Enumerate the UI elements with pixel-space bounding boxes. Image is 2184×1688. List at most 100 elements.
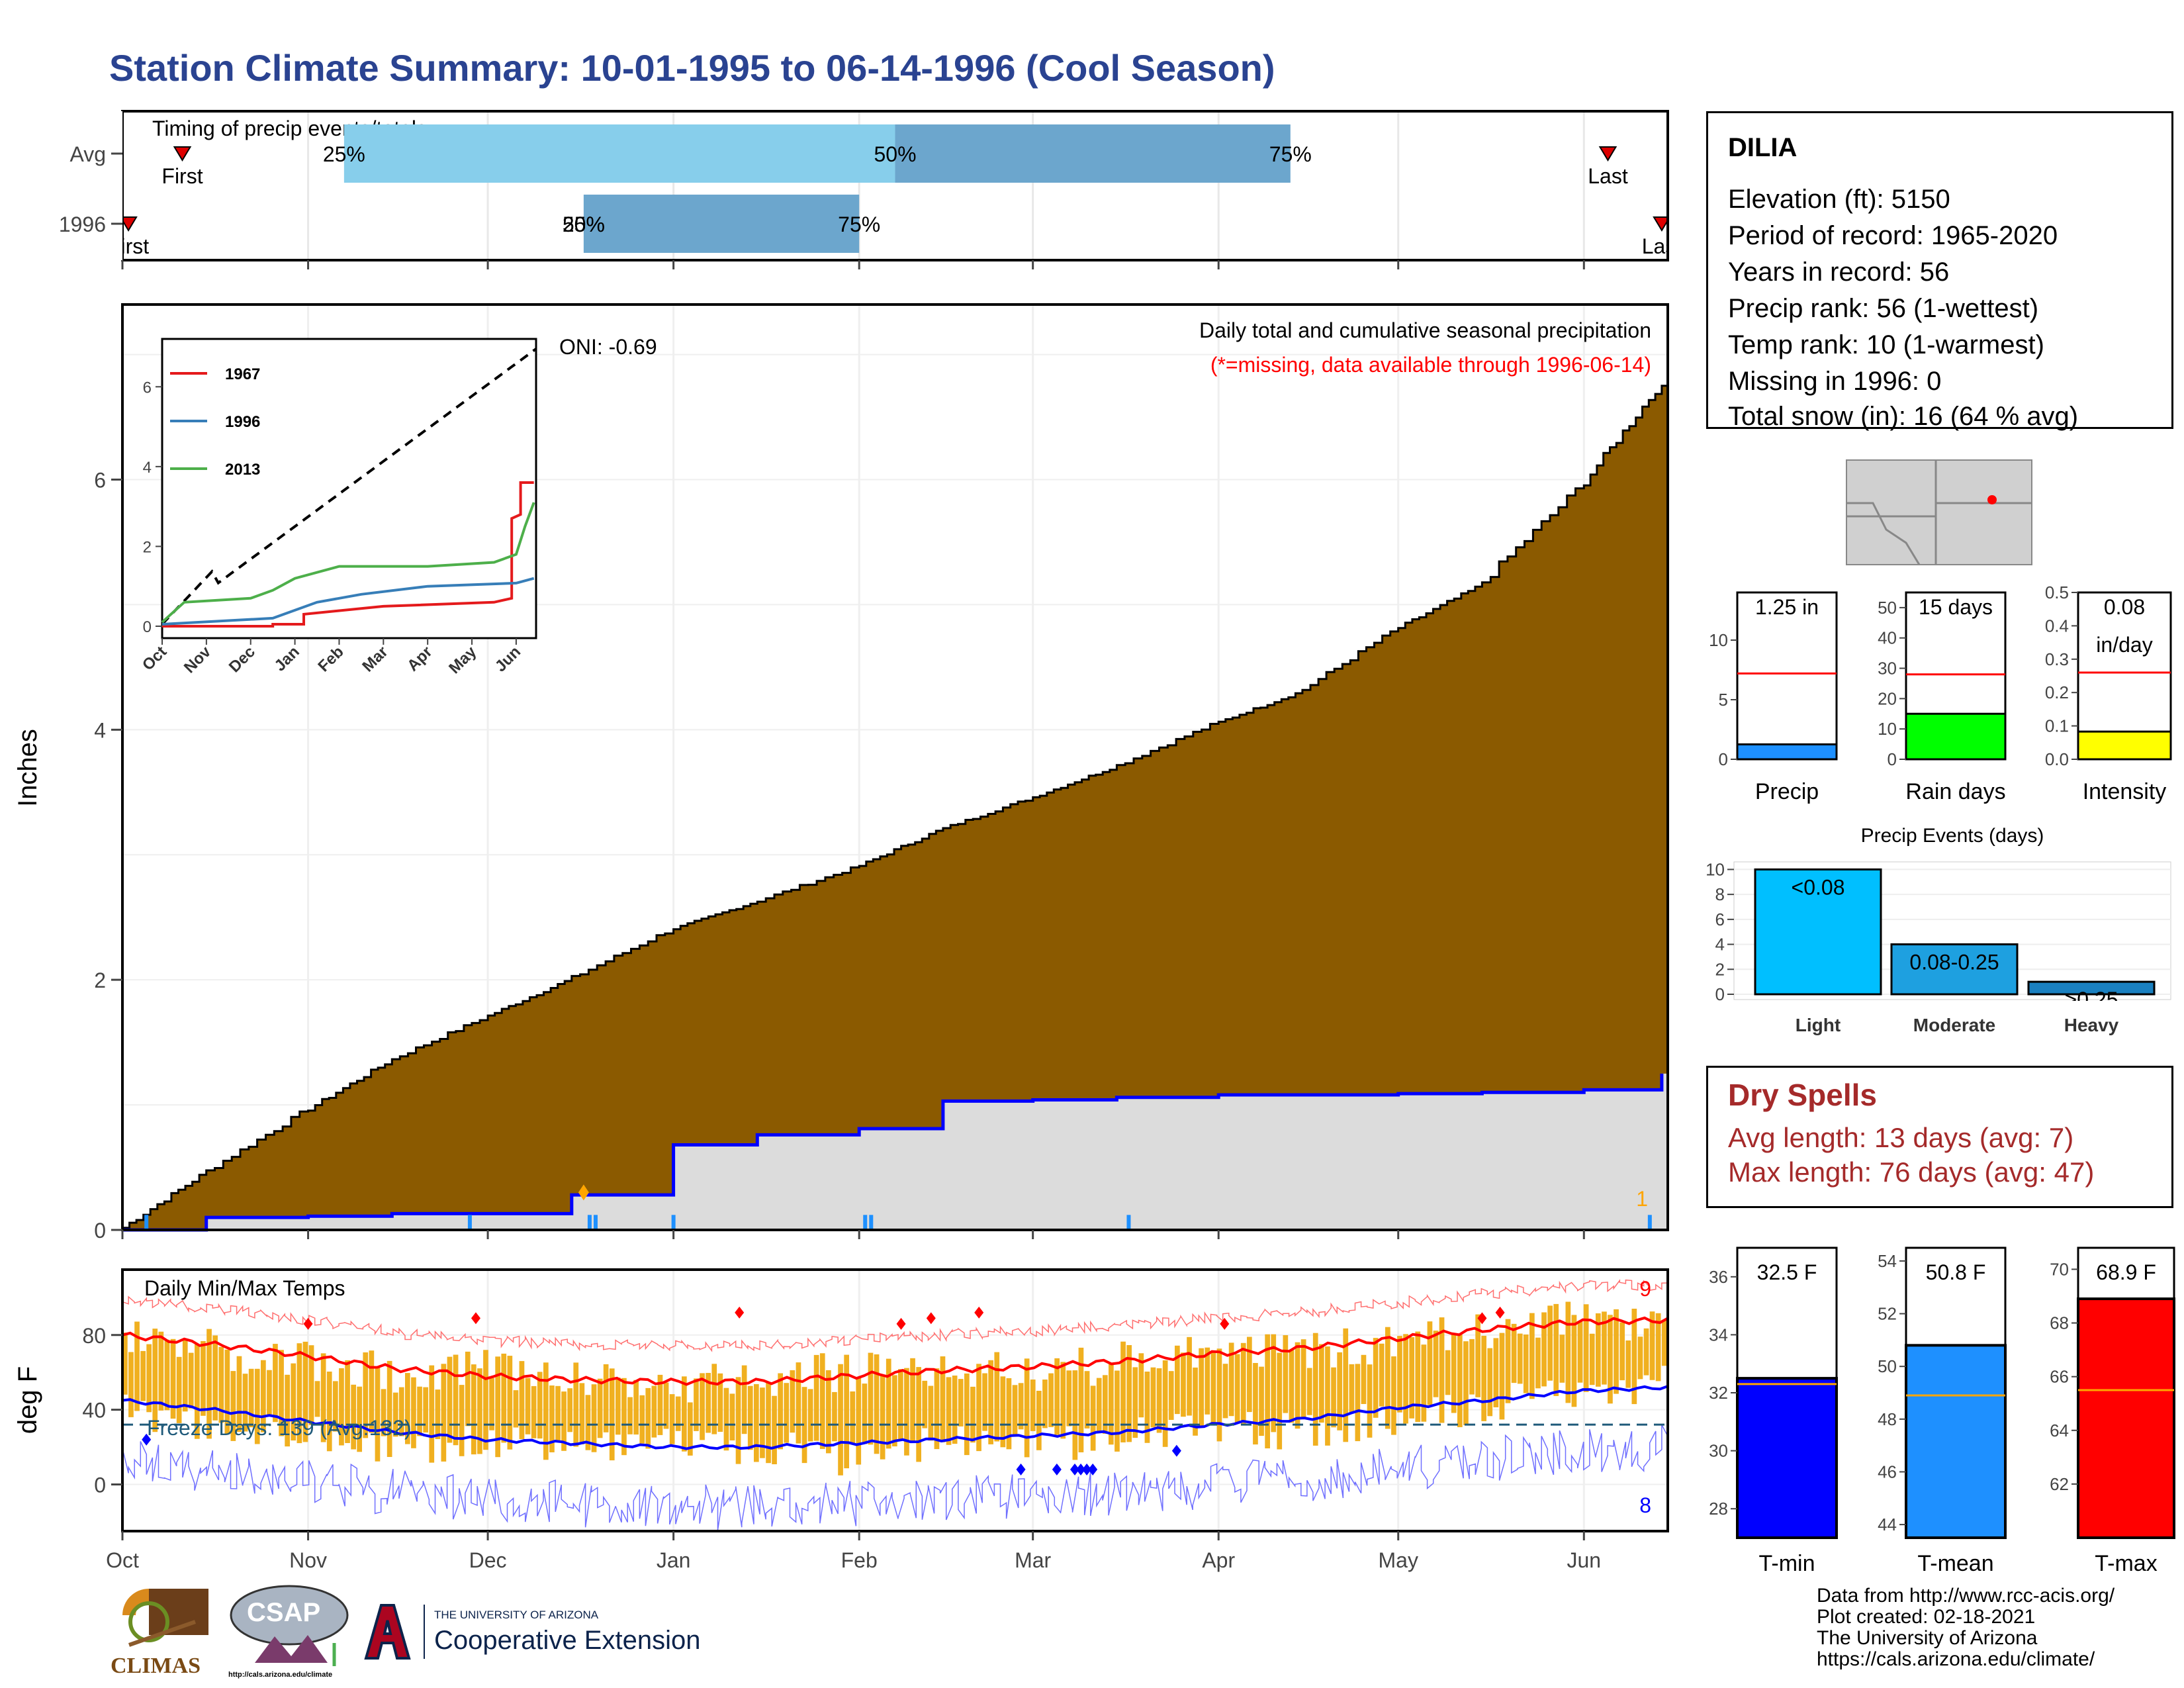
daily-temp-bar (1361, 1354, 1367, 1404)
last-event-label: Last (1588, 164, 1628, 188)
daily-temp-bar (279, 1350, 284, 1436)
daily-temp-bar (663, 1382, 669, 1429)
mini-bar-y-tick-label: 0 (1719, 749, 1728, 769)
daily-temp-bar (1048, 1373, 1054, 1427)
daily-temp-bar (1583, 1304, 1589, 1392)
daily-temp-bar (874, 1354, 880, 1454)
month-axis-label: Apr (1202, 1548, 1235, 1572)
daily-precip-bar (467, 1215, 472, 1230)
daily-temp-bar (1132, 1367, 1138, 1438)
daily-temp-bar (1421, 1344, 1427, 1422)
daily-temp-bar (273, 1344, 278, 1423)
daily-temp-bar (868, 1352, 874, 1445)
daily-temp-bar (688, 1402, 693, 1456)
temp-y-tick-label: 0 (94, 1473, 106, 1497)
csap-url: http://cals.arizona.edu/climate (228, 1671, 333, 1679)
daily-temp-bar (651, 1385, 657, 1438)
record-low-line (122, 1425, 1668, 1530)
daily-temp-bar (1240, 1342, 1246, 1426)
daily-temp-bar (964, 1373, 970, 1456)
daily-temp-bar (573, 1362, 579, 1447)
csap-logo: CSAP http://cals.arizona.edu/climate (228, 1583, 351, 1683)
daily-temp-bar (1072, 1370, 1078, 1460)
mini-bar-value-unit: in/day (2096, 633, 2152, 657)
daily-temp-bar (1559, 1335, 1565, 1383)
daily-temp-bar (1433, 1331, 1439, 1397)
daily-temp-bar (242, 1374, 248, 1432)
daily-temp-bar (778, 1373, 783, 1450)
daily-precip-bar (144, 1215, 149, 1230)
event-bar (2027, 980, 2156, 996)
temp-stat-y-tick-label: 44 (1878, 1515, 1897, 1534)
daily-temp-bar (615, 1378, 621, 1435)
daily-precip-bar (671, 1215, 676, 1230)
daily-temp-bar (832, 1391, 837, 1442)
temp-stat-value-label: 32.5 F (1757, 1260, 1817, 1284)
record-high-marker (896, 1317, 906, 1330)
daily-temp-bar (850, 1391, 856, 1444)
inset-y-tick-label: 6 (143, 379, 152, 397)
mini-bar-y-tick-label: 0.0 (2045, 749, 2069, 769)
daily-temp-bar (1439, 1317, 1445, 1423)
daily-temp-bar (1210, 1352, 1216, 1424)
daily-temp-bar (1012, 1385, 1018, 1435)
dry-spells-title: Dry Spells (1728, 1078, 1877, 1112)
record-high-marker (926, 1312, 936, 1325)
daily-temp-bar (1024, 1358, 1030, 1458)
daily-temp-bar (735, 1377, 741, 1464)
daily-temp-bar (970, 1386, 976, 1443)
daily-temp-bar (1168, 1371, 1174, 1420)
timing-left-mask (0, 111, 122, 260)
daily-temp-bar (892, 1375, 897, 1446)
mini-bar-value (1905, 712, 2007, 761)
daily-temp-bar (705, 1373, 711, 1433)
daily-temp-bar (910, 1358, 915, 1442)
daily-temp-bar (206, 1329, 212, 1439)
daily-temp-bar (1084, 1371, 1090, 1429)
daily-temp-bar (140, 1350, 146, 1401)
daily-temp-bar (351, 1384, 356, 1450)
temp-stat-y-tick-label: 66 (2050, 1367, 2069, 1387)
daily-temp-bar (766, 1382, 771, 1464)
daily-temp-bar (1571, 1315, 1577, 1407)
inset-y-tick-label: 0 (143, 618, 152, 636)
record-high-marker (735, 1306, 745, 1319)
record-low-marker (1016, 1463, 1026, 1476)
daily-temp-bar (453, 1354, 459, 1446)
daily-temp-bar (579, 1383, 585, 1444)
temp-stat-category-label: T-max (2095, 1551, 2157, 1576)
daily-temp-bar (537, 1372, 543, 1439)
timing-row-label: 1996 (59, 212, 106, 236)
ua-logo: THE UNIVERSITY OF ARIZONA Cooperative Ex… (363, 1602, 747, 1668)
daily-temp-bar (880, 1374, 886, 1460)
timing-pct-75: 75% (838, 212, 880, 236)
events-y-tick-label: 0 (1715, 984, 1725, 1004)
map-state-line (1846, 460, 2032, 565)
mini-bar-category-label: Rain days (1905, 779, 2005, 804)
month-axis-label: Oct (106, 1548, 139, 1572)
daily-temp-bar (1469, 1338, 1475, 1395)
dry-max-length: Max length: 76 days (avg: 47) (1728, 1156, 2095, 1188)
daily-temp-bar (976, 1364, 981, 1452)
temp-y-tick-label: 80 (82, 1324, 106, 1348)
daily-temp-bar (633, 1380, 639, 1435)
daily-temp-bar (320, 1353, 326, 1442)
daily-temp-bar (1115, 1370, 1120, 1452)
daily-temp-bar (285, 1374, 290, 1447)
daily-temp-bar (357, 1386, 362, 1452)
daily-temp-bar (381, 1389, 387, 1436)
daily-temp-bar (754, 1383, 759, 1462)
first-event-marker (173, 146, 192, 162)
daily-temp-bar (772, 1395, 777, 1464)
daily-temp-bar (561, 1391, 567, 1451)
daily-temp-bar (862, 1383, 868, 1444)
freeze-days-label: Freeze Days: 139 (Avg:132) (147, 1416, 412, 1440)
daily-temp-bar (1553, 1303, 1559, 1396)
first-event-label: First (161, 164, 203, 188)
daily-temp-bar (819, 1353, 825, 1449)
temp-stat-category-label: T-min (1759, 1551, 1815, 1576)
temp-title: Daily Min/Max Temps (144, 1276, 345, 1300)
footer-data-source: Data from http://www.rcc-acis.org/ (1817, 1585, 2115, 1607)
daily-temp-bar (1066, 1370, 1072, 1427)
record-low-marker (1088, 1463, 1098, 1476)
